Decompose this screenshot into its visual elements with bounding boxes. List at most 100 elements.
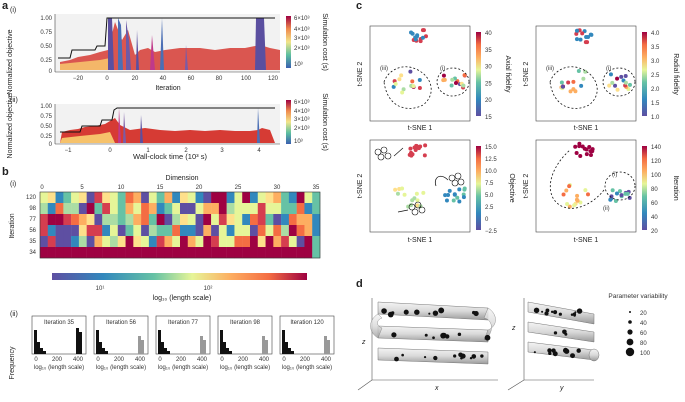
- histogram-bar: [324, 336, 327, 354]
- svg-text:35: 35: [29, 239, 36, 245]
- heatmap-cell: [180, 247, 188, 259]
- heatmap-cell: [250, 192, 258, 204]
- scatter-point: [567, 184, 572, 189]
- histogram-bar: [226, 348, 229, 354]
- heatmap-cell: [211, 236, 220, 248]
- scatter-point: [610, 188, 615, 193]
- heatmap-cell: [156, 247, 165, 259]
- panel-c-subplot-radial: (iii) (i) t-SNE 2 t-SNE 1 4.0 3.5 3.0 2.5 2.…: [523, 25, 679, 132]
- heatmap-cell: [148, 203, 157, 215]
- heatmap-cell: [187, 247, 196, 259]
- scatter-point: [455, 195, 460, 200]
- heatmap-cell: [187, 236, 196, 248]
- histogram-tick: 400: [135, 357, 146, 363]
- scatter-point: [449, 83, 454, 88]
- heatmap-cell: [218, 225, 227, 237]
- heatmap-cell: [234, 192, 243, 204]
- histogram-bar: [76, 328, 79, 354]
- svg-text:35: 35: [313, 185, 320, 191]
- scatter-point: [414, 191, 419, 196]
- variability-point: [403, 309, 409, 315]
- heatmap-cell: [156, 236, 165, 248]
- svg-text:1.00: 1.00: [40, 16, 52, 22]
- scatter-point: [588, 149, 593, 154]
- scatter-point: [410, 152, 415, 157]
- histogram-bar: [262, 336, 265, 354]
- panel-a-sub-i: (i): [10, 7, 16, 14]
- variability-point: [428, 312, 431, 315]
- svg-text:0: 0: [49, 69, 53, 75]
- scatter-point: [441, 73, 446, 78]
- panel-a-colorbar-i: [286, 16, 291, 68]
- colorbar-tick: 100: [651, 173, 662, 179]
- scatter-point: [408, 69, 413, 74]
- scatter-point: [574, 151, 579, 156]
- panel-a-ylabel-i: Normalized objective: [7, 29, 14, 94]
- svg-text:0.50: 0.50: [40, 44, 52, 50]
- histogram-bar: [40, 348, 43, 354]
- scatter-point: [584, 152, 589, 157]
- heatmap-cell: [172, 192, 181, 204]
- heatmap-cell: [78, 236, 87, 248]
- histogram-bar: [200, 336, 203, 354]
- heatmap-cell: [288, 203, 297, 215]
- scatter-point: [615, 87, 620, 92]
- panel-label-a: a: [2, 0, 9, 12]
- heatmap-cell: [117, 192, 126, 204]
- heatmap-cell: [55, 247, 64, 259]
- variability-point: [544, 311, 549, 316]
- svg-text:5: 5: [80, 185, 84, 191]
- axis-ylabel: t-SNE 2: [523, 62, 530, 87]
- scatter-point: [444, 198, 449, 203]
- heatmap-cell: [257, 247, 266, 259]
- heatmap-cell: [312, 236, 321, 248]
- legend-marker: [628, 320, 632, 324]
- heatmap-cell: [242, 225, 251, 237]
- panel-a-xlabel-ii: Wall-clock time (10³ s): [133, 152, 207, 161]
- heatmap-cell: [40, 214, 48, 226]
- colorbar-tick: 2.5: [651, 73, 660, 79]
- histogram-title: Iteration 120: [290, 320, 324, 326]
- scatter-point: [423, 34, 428, 39]
- panel-b-sub-i: (i): [10, 181, 16, 188]
- svg-text:4: 4: [257, 148, 261, 154]
- svg-text:0.50: 0.50: [40, 124, 52, 130]
- heatmap-cell: [288, 247, 297, 259]
- heatmap-cell: [250, 214, 258, 226]
- colorbar-tick: 15: [485, 115, 492, 121]
- legend-value: 40: [640, 321, 647, 327]
- axis-xlabel: t-SNE 1: [408, 237, 433, 244]
- scatter-point: [393, 81, 398, 86]
- scatter-point: [410, 79, 415, 84]
- variability-point: [394, 356, 399, 362]
- heatmap-cell: [148, 236, 157, 248]
- heatmap-cell: [102, 192, 111, 204]
- variability-point: [432, 336, 435, 340]
- heatmap-cell: [71, 203, 80, 215]
- heatmap-cell: [265, 203, 274, 215]
- heatmap-cell: [78, 225, 87, 237]
- heatmap-cell: [265, 225, 274, 237]
- panel-a-colorbar-ticks-i: 6×10³ 4×10³ 3×10³ 2×10³ 10³: [294, 16, 310, 68]
- heatmap-cell: [133, 203, 142, 215]
- heatmap-cell: [203, 225, 212, 237]
- variability-point: [457, 332, 462, 337]
- variability-point: [472, 310, 476, 315]
- heatmap-cell: [86, 236, 95, 248]
- histogram-tick: 200: [176, 357, 187, 363]
- heatmap-cell: [102, 236, 111, 248]
- heatmap-cell: [234, 247, 243, 259]
- scatter-point: [415, 203, 420, 208]
- heatmap-cell: [187, 225, 196, 237]
- heatmap-cell: [78, 192, 87, 204]
- axis-ylabel: t-SNE 2: [357, 174, 364, 199]
- scatter-point: [401, 87, 406, 92]
- panel-b-hist-ylabel: Frequency: [9, 346, 16, 380]
- scatter-point: [589, 32, 594, 37]
- heatmap-cell: [63, 247, 72, 259]
- variability-point: [576, 308, 583, 314]
- heatmap-cell: [180, 214, 188, 226]
- heatmap-cell: [211, 203, 220, 215]
- scatter-point: [462, 73, 467, 78]
- heatmap-cell: [172, 214, 181, 226]
